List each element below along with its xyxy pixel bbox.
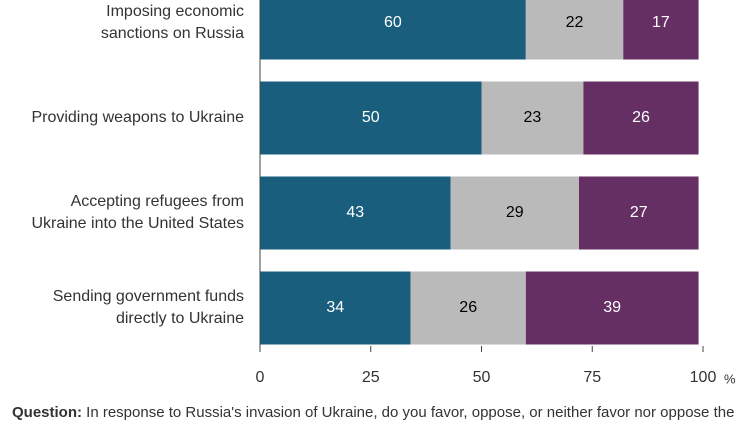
question-text: In response to Russia's invasion of Ukra… xyxy=(86,404,735,421)
value-label: 26 xyxy=(459,299,477,316)
question-label: Question: xyxy=(12,404,82,421)
bar-segment xyxy=(260,81,482,155)
x-axis-unit: % xyxy=(724,371,736,386)
value-label: 43 xyxy=(346,204,364,221)
x-tick-label: 50 xyxy=(473,369,491,386)
bar-segment xyxy=(260,176,451,250)
x-tick-label: 100 xyxy=(690,369,717,386)
bar-segment xyxy=(410,271,526,345)
bar-segment xyxy=(623,0,699,60)
value-label: 29 xyxy=(506,204,524,221)
value-label: 50 xyxy=(362,109,380,126)
x-tick-label: 75 xyxy=(583,369,601,386)
bar-segment xyxy=(481,81,584,155)
value-label: 27 xyxy=(630,204,648,221)
bar-segment xyxy=(260,271,411,345)
x-tick-label: 25 xyxy=(362,369,380,386)
question: Question: In response to Russia's invasi… xyxy=(12,402,737,426)
x-tick-label: 0 xyxy=(256,369,265,386)
bar-segment xyxy=(583,81,699,155)
value-label: 23 xyxy=(524,109,542,126)
bar-segment xyxy=(525,0,624,60)
value-label: 22 xyxy=(566,14,584,31)
value-label: 60 xyxy=(384,14,402,31)
bar-segment xyxy=(525,271,699,345)
bar-segment xyxy=(260,0,526,60)
category-label: Providing weapons to Ukraine xyxy=(31,109,244,126)
value-label: 26 xyxy=(632,109,650,126)
value-label: 17 xyxy=(652,14,670,31)
category-label: Sending government funds directly to Ukr… xyxy=(52,288,244,327)
value-label: 34 xyxy=(326,299,344,316)
value-label: 39 xyxy=(603,299,621,316)
bar-segment xyxy=(450,176,579,250)
bar-segment xyxy=(578,176,699,250)
category-label: Imposing economic sanctions on Russia xyxy=(100,3,244,42)
category-label: Accepting refugees from Ukraine into the… xyxy=(31,193,244,232)
